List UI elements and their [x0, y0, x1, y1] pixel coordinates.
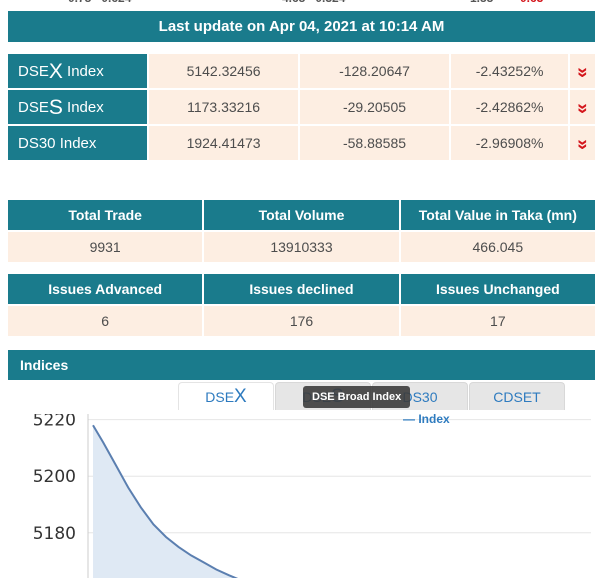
legend-line-swatch: — — [403, 412, 415, 426]
header-issues-advanced: Issues Advanced — [8, 274, 203, 304]
double-down-chevron-icon: » — [572, 66, 594, 76]
index-name-prefix: DS30 — [18, 134, 56, 152]
issues-summary-table: Issues Advanced Issues declined Issues U… — [8, 274, 595, 336]
index-row-dses: DSE S Index 1173.33216 -29.20505 -2.42862… — [8, 90, 595, 124]
issues-unchanged-value: 17 — [400, 306, 595, 336]
header-total-volume: Total Volume — [204, 200, 399, 230]
header-total-trade: Total Trade — [8, 200, 203, 230]
tab-tooltip: DSE Broad Index — [303, 386, 411, 408]
tab-dsex[interactable]: DSE X — [178, 382, 274, 410]
index-percent: -2.42862% — [451, 90, 569, 124]
tab-label: DSE — [205, 388, 235, 405]
index-percent: -2.96908% — [451, 126, 569, 160]
index-name-big-letter: X — [48, 59, 63, 83]
ticker-fragment: -0.63 — [516, 0, 543, 5]
y-axis-label: 5220 — [33, 414, 76, 431]
index-name-suffix: Index — [55, 134, 97, 152]
index-value: 5142.32456 — [149, 54, 299, 88]
issues-declined-value: 176 — [204, 306, 399, 336]
index-percent: -2.43252% — [451, 54, 569, 88]
trade-summary-table: Total Trade Total Volume Total Value in … — [8, 200, 595, 262]
index-name-prefix: DSE — [18, 98, 49, 116]
ticker-fragment: 4.65 0.324 — [282, 0, 345, 5]
trade-summary-header-row: Total Trade Total Volume Total Value in … — [8, 200, 595, 230]
index-area-fill — [93, 425, 239, 578]
chart-legend[interactable]: — Index — [403, 412, 450, 426]
index-value: 1924.41473 — [149, 126, 299, 160]
index-change: -29.20505 — [300, 90, 449, 124]
index-name-dsex: DSE X Index — [8, 54, 148, 88]
index-name-dses: DSE S Index — [8, 90, 148, 124]
total-value-taka: 466.045 — [400, 232, 595, 262]
last-update-text: Last update on Apr 04, 2021 at 10:14 AM — [158, 18, 445, 35]
double-down-chevron-icon: » — [572, 102, 594, 112]
indices-chart[interactable]: 5180 5200 5220 — [8, 414, 595, 578]
issues-advanced-value: 6 — [8, 306, 203, 336]
issues-value-row: 6 176 17 — [8, 306, 595, 336]
issues-header-row: Issues Advanced Issues declined Issues U… — [8, 274, 595, 304]
indices-panel-title: Indices — [20, 357, 69, 373]
ticker-fragment: 1.55 — [470, 0, 493, 5]
ticker-fragment: 0.75 0.624 — [68, 0, 131, 5]
tab-label-big-letter: X — [234, 386, 247, 407]
index-name-ds30: DS30 Index — [8, 126, 148, 160]
index-row-ds30: DS30 Index 1924.41473 -58.88585 -2.96908… — [8, 126, 595, 160]
y-axis-label: 5200 — [33, 467, 76, 487]
tab-label: CDSET — [493, 388, 541, 405]
header-issues-declined: Issues declined — [204, 274, 399, 304]
index-name-big-letter: S — [48, 95, 63, 119]
y-axis-label: 5180 — [33, 524, 76, 544]
indices-chart-svg[interactable]: 5180 5200 5220 — [8, 414, 595, 578]
trade-summary-value-row: 9931 13910333 466.045 — [8, 232, 595, 262]
index-expand-toggle[interactable]: » — [570, 54, 595, 88]
total-trade-value: 9931 — [8, 232, 203, 262]
last-update-bar: Last update on Apr 04, 2021 at 10:14 AM — [8, 11, 595, 42]
index-expand-toggle[interactable]: » — [570, 90, 595, 124]
header-total-value: Total Value in Taka (mn) — [400, 200, 595, 230]
tab-cdset[interactable]: CDSET — [469, 382, 565, 410]
index-line-series — [92, 424, 239, 578]
indices-panel-header: Indices — [8, 350, 595, 380]
index-name-prefix: DSE — [18, 62, 49, 80]
index-name-suffix: Index — [62, 98, 104, 116]
index-row-dsex: DSE X Index 5142.32456 -128.20647 -2.4325… — [8, 54, 595, 88]
index-summary-table: DSE X Index 5142.32456 -128.20647 -2.4325… — [8, 54, 595, 160]
index-expand-toggle[interactable]: » — [570, 126, 595, 160]
index-value: 1173.33216 — [149, 90, 299, 124]
total-volume-value: 13910333 — [204, 232, 399, 262]
index-name-suffix: Index — [62, 62, 104, 80]
legend-label: Index — [418, 412, 450, 426]
index-change: -128.20647 — [300, 54, 449, 88]
header-issues-unchanged: Issues Unchanged — [400, 274, 595, 304]
tab-label: DS30 — [402, 388, 438, 405]
double-down-chevron-icon: » — [572, 138, 594, 148]
ticker-strip: 0.75 0.624 4.65 0.324 1.55 -0.63 — [0, 0, 603, 7]
index-change: -58.88585 — [300, 126, 449, 160]
